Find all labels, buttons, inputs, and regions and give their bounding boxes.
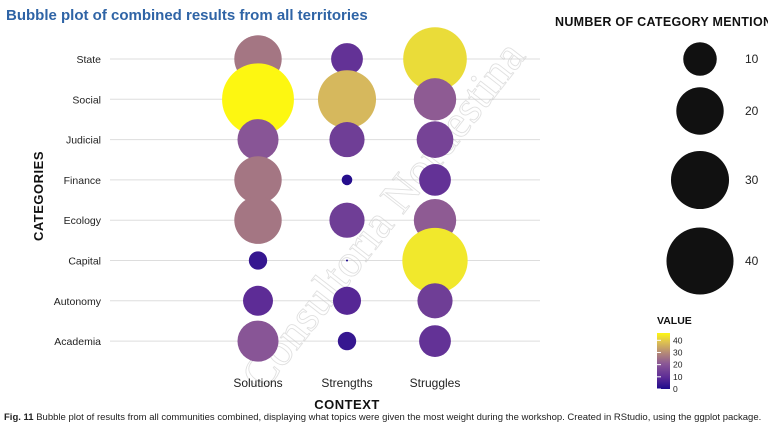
y-axis-title: CATEGORIES [31, 151, 46, 241]
bubble-solutions-capital [248, 251, 268, 270]
bubble-strengths-autonomy [332, 286, 362, 315]
color-legend-tick-20: 20 [673, 360, 683, 370]
x-tick-label-solutions: Solutions [233, 376, 282, 390]
x-tick-label-strengths: Strengths [321, 376, 372, 390]
y-tick-label-social: Social [72, 94, 101, 106]
color-legend-tick-10: 10 [673, 372, 683, 382]
bubble-struggles-state [403, 27, 467, 91]
y-axis-tick-labels: State Social Judicial Finance Ecology Capital… [54, 54, 102, 348]
y-tick-label-finance: Finance [64, 175, 102, 187]
size-legend-label-30: 30 [745, 173, 759, 187]
bubble-strengths-state [331, 43, 363, 75]
caption-lead: Fig. 11 [4, 412, 34, 423]
caption-text: Bubble plot of results from all communit… [36, 412, 762, 423]
size-legend-circle-10 [683, 42, 717, 76]
size-legend-circle-20 [676, 87, 724, 135]
size-legend-label-20: 20 [745, 104, 759, 118]
size-legend-title: NUMBER OF CATEGORY MENTIONS [555, 15, 768, 29]
gridlines [110, 58, 540, 342]
bubble-struggles-finance [419, 164, 451, 196]
bubble-layer [222, 27, 468, 362]
bubble-solutions-social [222, 63, 294, 136]
size-legend: 10 20 30 40 [666, 42, 759, 295]
size-legend-label-10: 10 [745, 52, 759, 66]
chart-title: Bubble plot of combined results from all… [6, 7, 368, 24]
y-tick-label-ecology: Ecology [64, 215, 102, 227]
bubble-strengths-ecology [329, 202, 365, 238]
bubble-struggles-judicial [416, 121, 454, 158]
size-legend-circle-30 [670, 150, 730, 210]
bubble-strengths-academia [337, 331, 357, 351]
color-legend-ticks: 0 10 20 30 40 [657, 335, 683, 394]
color-legend-bar [657, 333, 670, 389]
bubble-solutions-autonomy [243, 285, 273, 316]
size-legend-label-40: 40 [745, 254, 759, 268]
bubble-strengths-judicial [329, 122, 365, 158]
color-legend-tick-0: 0 [673, 384, 678, 394]
figure-caption: Fig. 11 Bubble plot of results from all … [4, 412, 764, 424]
x-tick-label-struggles: Struggles [410, 376, 461, 390]
bubble-struggles-academia [419, 325, 451, 357]
bubble-solutions-ecology [234, 196, 282, 244]
x-axis-title: CONTEXT [314, 397, 380, 412]
bubble-solutions-finance [234, 156, 282, 204]
size-legend-circle-40 [666, 227, 734, 295]
bubble-strengths-capital [346, 259, 348, 262]
bubble-struggles-autonomy [417, 283, 453, 319]
bubble-struggles-social [413, 78, 457, 121]
bubble-strengths-finance [341, 174, 353, 186]
color-legend-tick-30: 30 [673, 347, 683, 357]
y-tick-label-autonomy: Autonomy [54, 296, 102, 308]
bubble-solutions-judicial [237, 119, 279, 161]
y-tick-label-academia: Academia [54, 336, 101, 348]
color-legend-tick-40: 40 [673, 335, 683, 345]
color-legend-title: VALUE [657, 315, 692, 327]
y-tick-label-judicial: Judicial [66, 135, 101, 147]
bubble-strengths-social [317, 70, 377, 129]
bubble-solutions-academia [237, 320, 279, 362]
y-tick-label-capital: Capital [68, 256, 101, 268]
bubble-struggles-capital [402, 227, 468, 294]
x-axis-tick-labels: Solutions Strengths Struggles [233, 376, 460, 390]
y-tick-label-state: State [76, 54, 101, 66]
